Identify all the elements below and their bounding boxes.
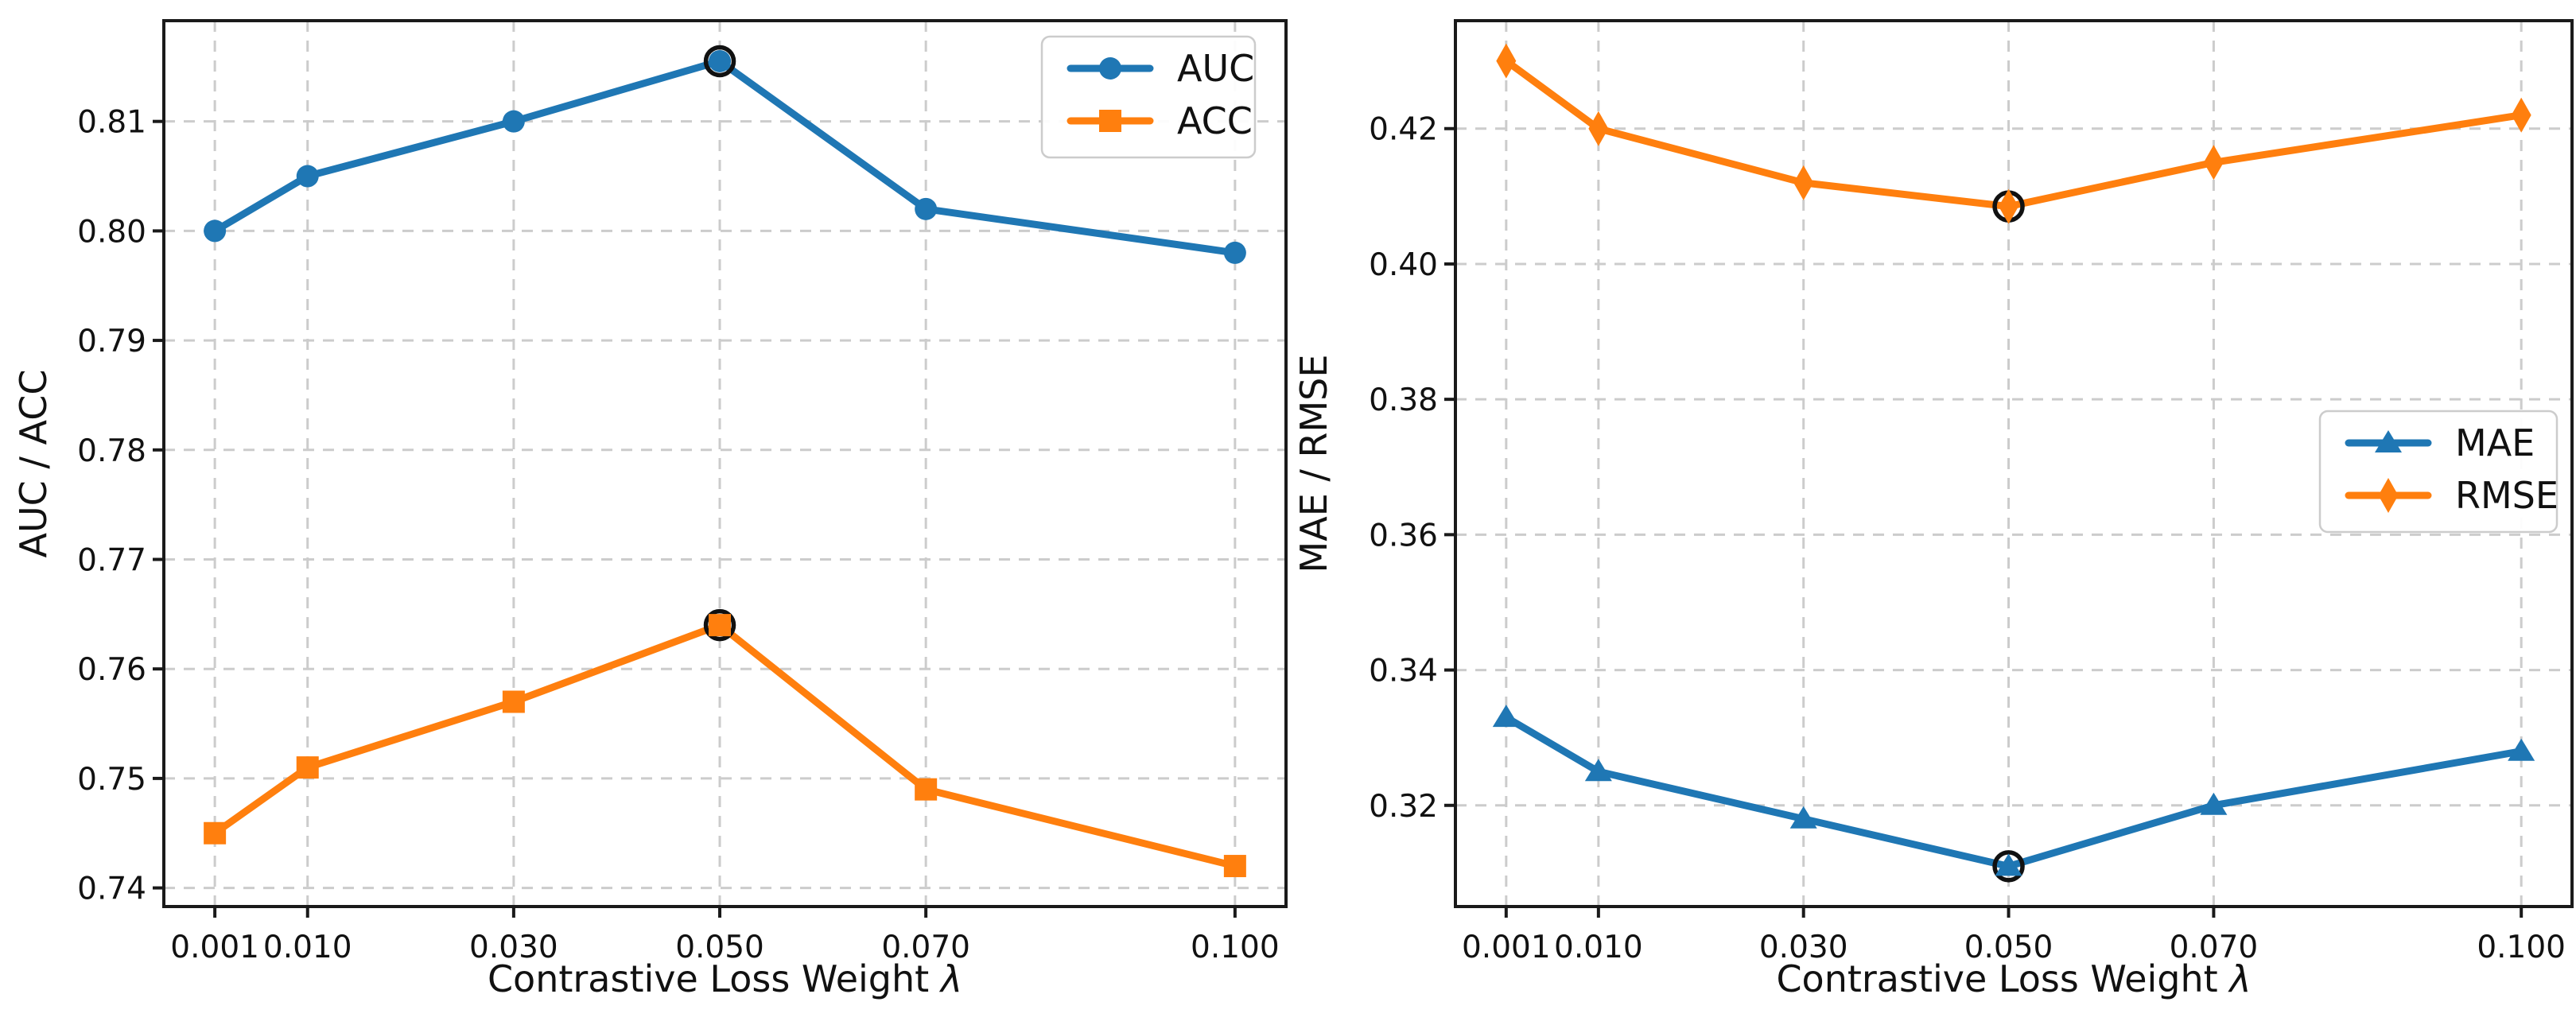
- x-tick-label: 0.050: [675, 930, 764, 965]
- y-tick-label: 0.76: [77, 652, 146, 688]
- x-tick-label: 0.001: [170, 930, 259, 965]
- axes-frame: [1454, 19, 2574, 908]
- rmse-marker: [2203, 145, 2224, 181]
- y-tick-label: 0.32: [1369, 789, 1438, 825]
- y-tick-label: 0.36: [1369, 518, 1438, 553]
- mae-marker: [1584, 759, 1612, 782]
- ticks: 0.001 0.010 0.030 0.050 0.070 0.100 0.32 0.34 0.…: [1369, 112, 2566, 965]
- mae-legend-marker-icon: [2375, 430, 2402, 452]
- x-tick-label: 0.100: [2477, 930, 2566, 965]
- legend-item-mae: MAE: [2345, 421, 2535, 464]
- acc-line: [211, 621, 1239, 870]
- y-tick-label: 0.40: [1369, 247, 1438, 283]
- y-tick-label: 0.81: [77, 105, 146, 141]
- auc-marker: [502, 110, 525, 133]
- acc-legend-marker-icon: [1099, 110, 1121, 132]
- acc-marker: [709, 614, 732, 637]
- rmse-marker: [1999, 188, 2019, 224]
- mae-rmse-subplot: 0.001 0.010 0.030 0.050 0.070 0.100 0.32 0.34 0.…: [1292, 19, 2574, 1000]
- mae-marker: [2508, 738, 2535, 761]
- y-tick-label: 0.42: [1369, 112, 1438, 148]
- acc-best-ring: [703, 608, 736, 642]
- rmse-marker: [1588, 111, 1609, 146]
- x-axis-title: Contrastive Loss Weight λ: [488, 957, 962, 1000]
- x-axis-title: Contrastive Loss Weight λ: [1776, 957, 2251, 1000]
- auc-marker: [1223, 241, 1246, 264]
- acc-marker: [1223, 855, 1246, 878]
- auc-marker: [296, 165, 319, 188]
- legend-item-label: ACC: [1177, 99, 1253, 142]
- y-tick-label: 0.38: [1369, 382, 1438, 418]
- legend-item-label: AUC: [1177, 47, 1254, 90]
- y-tick-label: 0.34: [1369, 654, 1438, 689]
- y-tick-label: 0.79: [77, 324, 146, 359]
- legend-item-label: RMSE: [2455, 474, 2559, 517]
- rmse-marker: [1793, 165, 1814, 200]
- legend-item-label: MAE: [2455, 421, 2535, 464]
- x-tick-label: 0.070: [881, 930, 970, 965]
- auc-marker: [709, 49, 732, 72]
- auc-marker: [915, 197, 938, 220]
- y-axis-title: AUC / ACC: [12, 370, 55, 558]
- x-tick-label: 0.030: [469, 930, 558, 965]
- ticks: 0.001 0.010 0.030 0.050 0.070 0.100 0.74 0.75 0.…: [77, 105, 1280, 965]
- x-tick-label: 0.010: [263, 930, 352, 965]
- x-tick-label: 0.100: [1191, 930, 1280, 965]
- legend-item-acc: ACC: [1067, 99, 1253, 142]
- mae-marker: [2200, 792, 2228, 815]
- x-tick-label: 0.001: [1462, 930, 1551, 965]
- y-tick-label: 0.80: [77, 214, 146, 250]
- legend-item-rmse: RMSE: [2345, 474, 2559, 517]
- x-tick-label: 0.010: [1554, 930, 1643, 965]
- rmse-marker: [1496, 43, 1517, 79]
- legend: MAE RMSE: [2318, 410, 2559, 534]
- rmse-line: [1502, 57, 2525, 211]
- mae-marker: [1492, 705, 1520, 728]
- acc-marker: [502, 690, 525, 713]
- auc-acc-subplot: 0.001 0.010 0.030 0.050 0.070 0.100 0.74 0.75 0.…: [12, 19, 1288, 1000]
- acc-marker: [915, 778, 938, 801]
- legend-item-auc: AUC: [1067, 47, 1254, 90]
- acc-marker: [296, 756, 319, 779]
- axes-frame: [162, 19, 1288, 908]
- y-tick-label: 0.77: [77, 542, 146, 578]
- auc-best-ring: [703, 45, 736, 78]
- auc-marker: [204, 219, 227, 243]
- mae-line: [1502, 713, 2525, 870]
- legend: AUC ACC: [1040, 35, 1257, 159]
- mae-marker: [1789, 806, 1817, 829]
- auc-line: [211, 57, 1239, 257]
- acc-marker: [204, 821, 227, 845]
- x-tick-label: 0.070: [2170, 930, 2259, 965]
- mae-marker: [1995, 853, 2022, 876]
- y-tick-label: 0.74: [77, 872, 146, 907]
- rmse-legend-marker-icon: [2378, 478, 2399, 513]
- y-tick-label: 0.75: [77, 762, 146, 798]
- y-axis-title: MAE / RMSE: [1292, 355, 1335, 573]
- y-tick-label: 0.78: [77, 433, 146, 469]
- x-tick-label: 0.030: [1759, 930, 1848, 965]
- mae-best-ring: [1992, 850, 2025, 883]
- x-tick-label: 0.050: [1964, 930, 2053, 965]
- rmse-marker: [2511, 97, 2531, 133]
- auc-legend-marker-icon: [1099, 57, 1121, 80]
